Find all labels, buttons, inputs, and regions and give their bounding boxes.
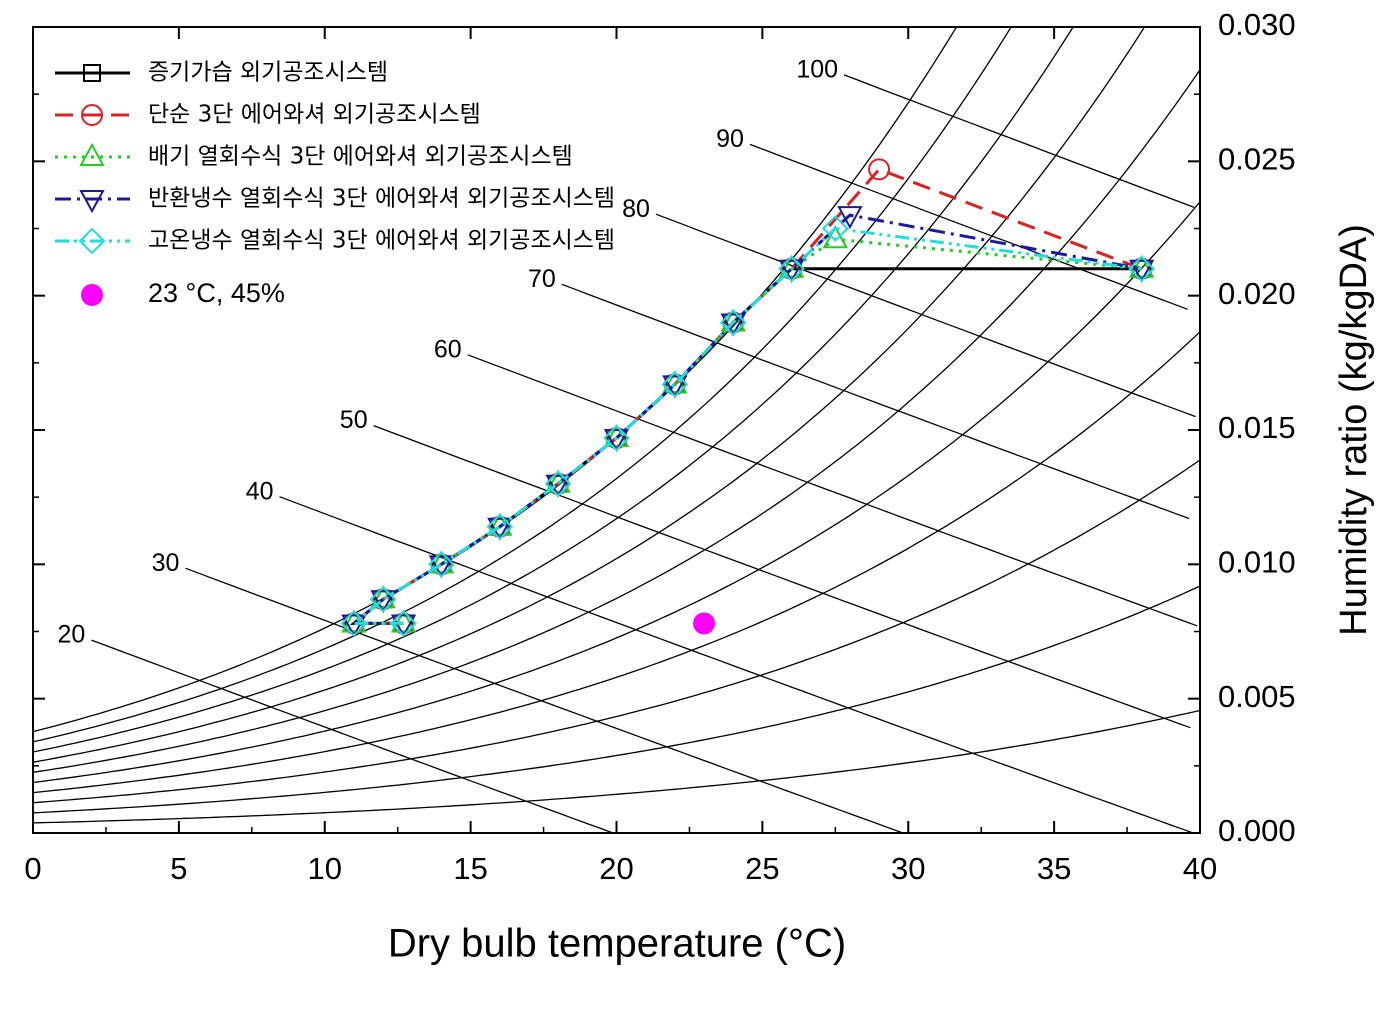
marker [720, 313, 746, 337]
marker [603, 429, 630, 453]
rh-curve [33, 69, 1200, 773]
marker [837, 206, 863, 230]
rh-curve [33, 201, 1200, 784]
enthalpy-line [279, 496, 1195, 833]
marker [822, 225, 849, 249]
y-tick-label: 0.025 [1218, 142, 1296, 177]
marker [545, 469, 571, 493]
enthalpy-label: 40 [246, 477, 274, 505]
x-tick-label: 30 [891, 851, 925, 886]
x-tick-label: 20 [599, 851, 633, 886]
y-tick-label: 0.030 [1218, 7, 1296, 42]
y-tick-label: 0.005 [1218, 679, 1296, 714]
marker [545, 474, 571, 498]
x-tick-label: 35 [1037, 851, 1071, 886]
y-axis-title: Humidity ratio (kg/kgDA) [1333, 224, 1375, 636]
marker [1128, 255, 1156, 283]
x-tick-label: 5 [170, 851, 187, 886]
y-tick-label: 0.010 [1218, 545, 1296, 580]
marker [868, 158, 891, 181]
enthalpy-line [467, 354, 1198, 627]
enthalpy-label: 50 [340, 406, 368, 434]
marker [603, 424, 630, 452]
y-tick-label: 0.020 [1218, 276, 1296, 311]
marker [341, 614, 367, 638]
marker [390, 614, 417, 638]
rh-curve [33, 27, 1012, 743]
marker [693, 612, 716, 635]
enthalpy-label: 20 [58, 621, 86, 649]
marker [370, 590, 396, 614]
legend-label: 반환냉수 열회수식 3단 에어와셔 외기공조시스템 [148, 186, 615, 212]
legend-marker [79, 190, 105, 214]
marker [821, 215, 849, 242]
enthalpy-line [655, 213, 1196, 418]
marker [661, 370, 689, 398]
legend-marker [79, 142, 105, 166]
marker [428, 550, 455, 578]
marker [390, 609, 417, 633]
marker [369, 585, 397, 613]
enthalpy-line [749, 143, 1188, 310]
marker [662, 375, 688, 399]
enthalpy-line [185, 567, 905, 833]
enthalpy-label: 100 [796, 55, 838, 83]
rh-curve [33, 459, 1200, 804]
enthalpy-line [843, 74, 1195, 209]
legend-label: 단순 3단 에어와셔 외기공조시스템 [148, 102, 481, 128]
legend-marker [78, 227, 106, 255]
marker [487, 512, 513, 536]
x-tick-label: 40 [1183, 851, 1217, 886]
x-axis-title: Dry bulb temperature (°C) [388, 922, 846, 966]
rh-curve [33, 331, 1200, 794]
enthalpy-line [91, 639, 615, 833]
enthalpy-label: 30 [152, 549, 180, 577]
rh-curve [33, 27, 1074, 753]
marker [340, 610, 368, 637]
enthalpy-label: 80 [622, 195, 650, 223]
y-tick-label: 0.000 [1218, 813, 1296, 848]
legend-label: 고온냉수 열회수식 3단 에어와셔 외기공조시스템 [148, 228, 615, 254]
marker [486, 513, 514, 541]
rh-curve [33, 709, 1200, 824]
legend-marker [81, 284, 103, 306]
series-line [349, 226, 1142, 625]
rh-curve [33, 27, 1146, 763]
legend-label: 배기 열회수식 3단 에어와셔 외기공조시스템 [148, 144, 573, 170]
enthalpy-line [561, 283, 1190, 520]
enthalpy-label: 60 [434, 335, 462, 363]
enthalpy-line [373, 424, 1191, 729]
enthalpy-label: 90 [716, 125, 744, 153]
y-tick-label: 0.015 [1218, 410, 1296, 445]
marker [778, 255, 805, 283]
legend-label: 23 °C, 45% [148, 278, 285, 308]
marker [662, 370, 688, 394]
marker [778, 254, 805, 278]
x-tick-label: 15 [453, 851, 487, 886]
marker [720, 308, 746, 332]
x-tick-label: 10 [308, 851, 342, 886]
marker [390, 610, 417, 637]
x-tick-label: 25 [745, 851, 779, 886]
marker [603, 423, 630, 448]
marker [341, 609, 367, 633]
marker [719, 309, 747, 336]
data-layer [340, 158, 1156, 638]
enthalpy-label: 70 [528, 265, 556, 293]
marker [1128, 259, 1155, 283]
legend-label: 증기가습 외기공조시스템 [148, 60, 388, 86]
legend-marker [83, 64, 101, 82]
rh-curve [33, 585, 1200, 814]
legend-marker [81, 104, 103, 126]
x-tick-label: 0 [24, 851, 41, 886]
marker [544, 470, 572, 498]
marker [778, 259, 805, 283]
